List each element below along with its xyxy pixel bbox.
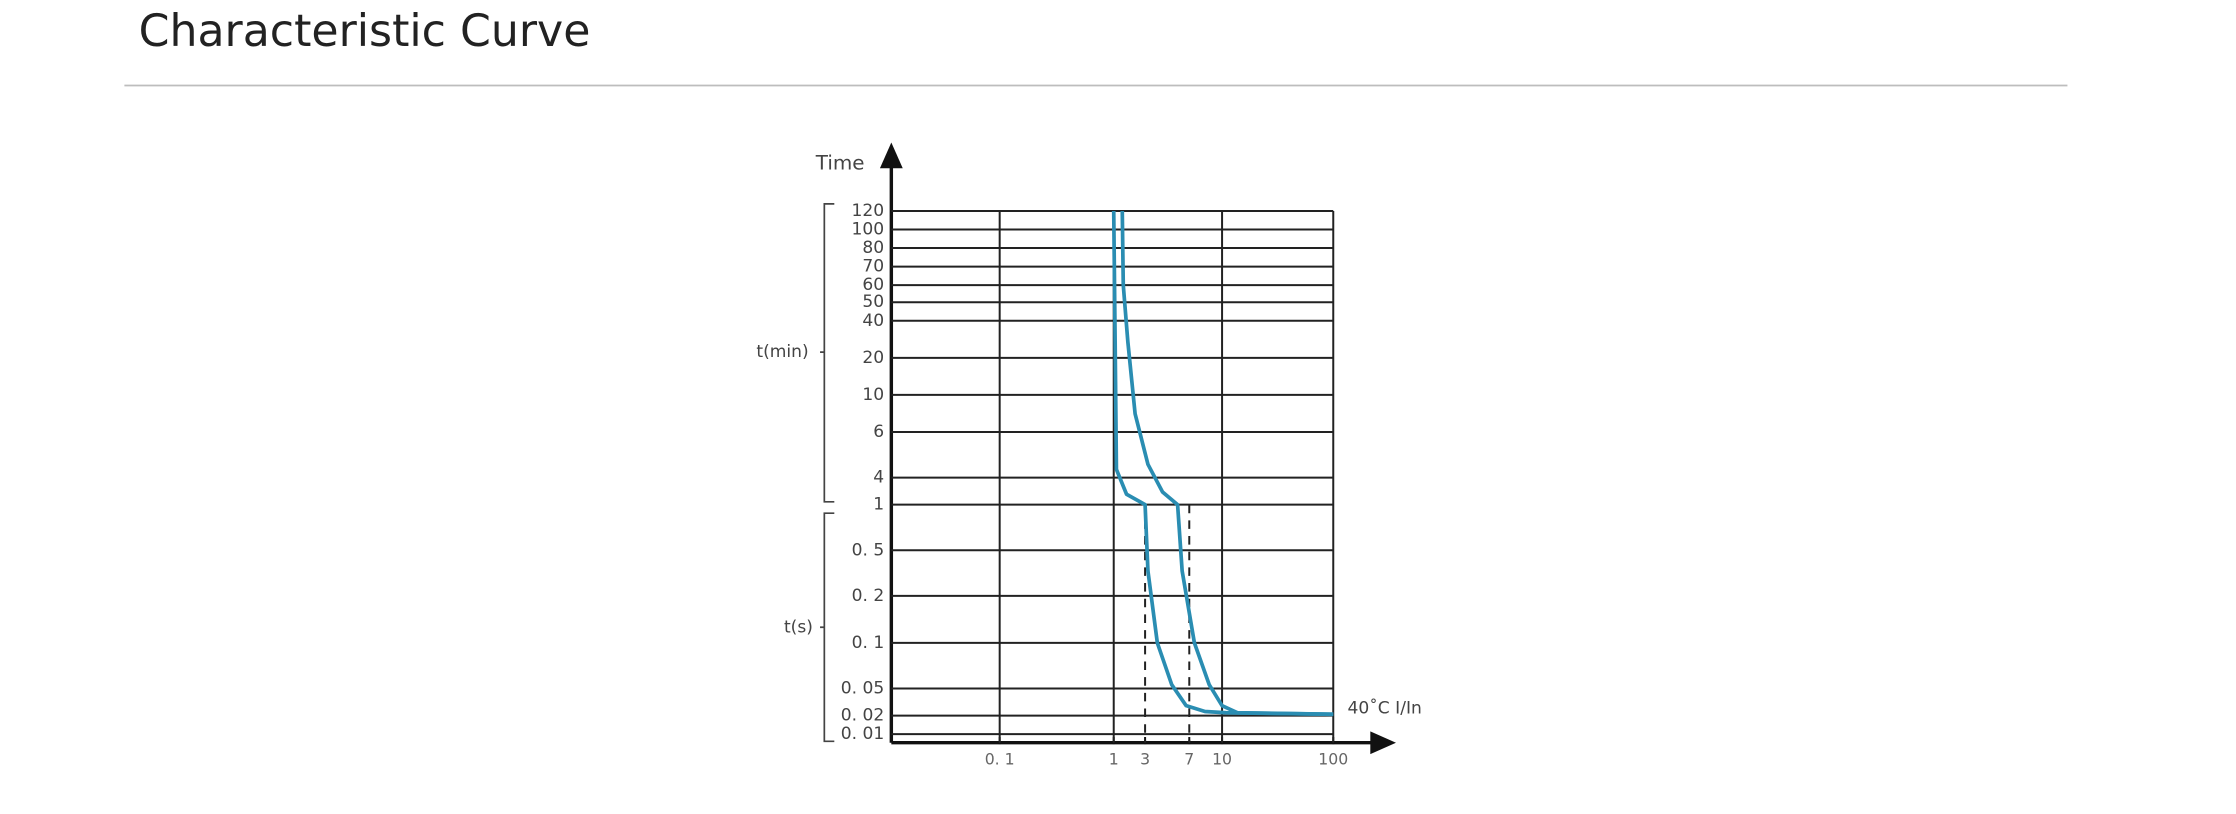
x-axis-arrow [1370,731,1396,755]
curve [1120,210,1334,717]
x-tick-label: 0. 1 [985,749,1015,768]
y-tick-label: 4 [873,468,884,488]
y-tick-label: 100 [852,220,885,240]
page-title: Characteristic Curve [139,6,591,57]
x-tick-label: 10 [1212,749,1232,768]
y-tick-label: 0. 1 [852,633,885,653]
y-axis-title: Time [815,150,865,174]
y-tick-label: 60 [862,275,884,295]
y-tick-label: 50 [862,292,884,312]
y-tick-label: 20 [862,348,884,368]
y-tick-label: 0. 2 [852,586,885,606]
x-axis-title: 40˚C I/In [1348,698,1422,719]
x-tick-label: 3 [1140,749,1150,768]
curve [1111,210,1334,717]
y-tick-label: 0. 01 [841,724,884,744]
y-tick-label: 1 [873,495,884,515]
y-tick-label: 0. 5 [852,540,885,560]
y-tick-label: 80 [862,238,884,258]
x-tick-label: 1 [1109,749,1119,768]
y-tick-label: 70 [862,257,884,277]
y-tick-label: 0. 05 [841,679,884,699]
x-tick-label: 100 [1318,749,1348,768]
bracket [820,512,835,743]
x-tick-label: 7 [1184,749,1194,768]
group-label: t(min) [756,342,808,362]
group-label: t(s) [784,617,813,637]
y-tick-label: 40 [862,311,884,331]
y-tick-label: 0. 02 [841,706,884,726]
y-axis-arrow [879,142,903,169]
y-tick-label: 10 [862,385,884,405]
bracket [820,203,835,503]
y-tick-label: 120 [852,201,885,221]
y-tick-label: 6 [873,422,884,442]
